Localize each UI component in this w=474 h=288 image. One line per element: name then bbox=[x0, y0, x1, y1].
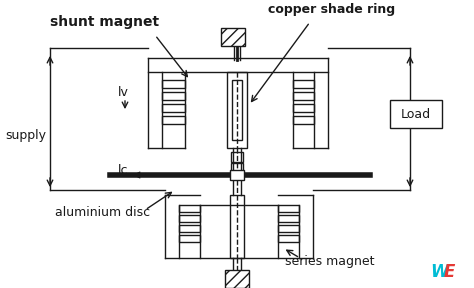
Bar bbox=[230, 170, 244, 180]
Bar bbox=[227, 72, 247, 148]
Bar bbox=[293, 104, 314, 112]
Text: aluminium disc: aluminium disc bbox=[55, 206, 150, 219]
Bar bbox=[179, 235, 200, 242]
Text: Load: Load bbox=[401, 107, 431, 120]
Bar bbox=[293, 116, 314, 124]
Bar bbox=[231, 152, 243, 162]
Bar bbox=[162, 104, 185, 112]
Text: lc: lc bbox=[118, 164, 128, 177]
Bar bbox=[278, 235, 299, 242]
Bar bbox=[278, 205, 299, 212]
Bar bbox=[231, 163, 243, 173]
Bar bbox=[278, 225, 299, 232]
Text: series magnet: series magnet bbox=[285, 255, 374, 268]
Bar bbox=[230, 195, 244, 258]
Bar bbox=[293, 80, 314, 88]
Text: E: E bbox=[444, 263, 456, 281]
Bar bbox=[225, 270, 249, 288]
Text: lv: lv bbox=[118, 86, 129, 99]
Bar bbox=[293, 92, 314, 101]
Text: supply: supply bbox=[5, 128, 46, 141]
Text: copper shade ring: copper shade ring bbox=[268, 3, 395, 16]
Text: W: W bbox=[430, 263, 448, 281]
Bar bbox=[162, 80, 185, 88]
Text: shunt magnet: shunt magnet bbox=[50, 15, 159, 29]
Bar bbox=[232, 80, 242, 140]
Bar bbox=[390, 100, 442, 128]
Bar bbox=[179, 215, 200, 222]
Bar bbox=[162, 116, 185, 124]
Bar bbox=[221, 28, 245, 46]
Bar bbox=[162, 92, 185, 101]
Bar bbox=[179, 205, 200, 212]
Bar bbox=[179, 225, 200, 232]
Bar bbox=[278, 215, 299, 222]
